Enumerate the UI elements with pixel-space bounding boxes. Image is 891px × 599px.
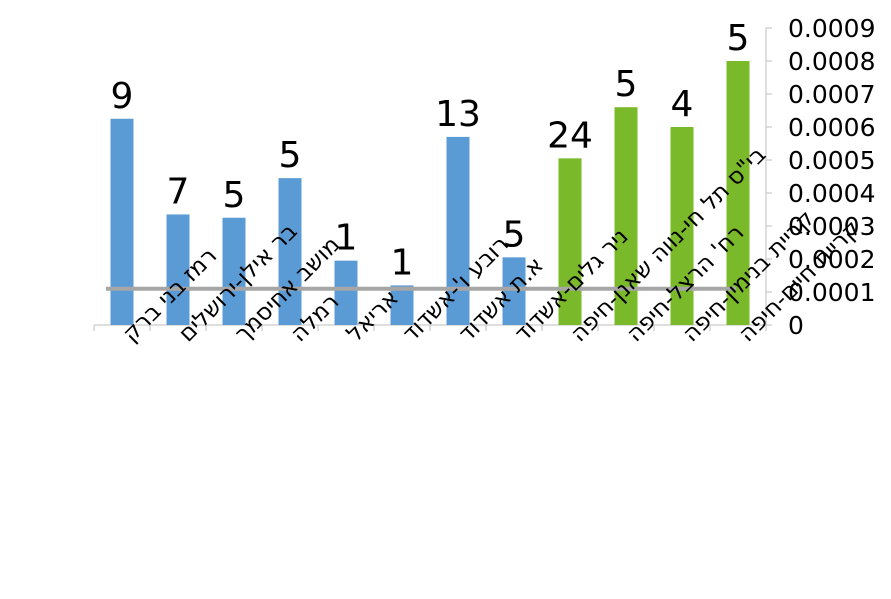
y-tick-label: 0.0002	[788, 245, 875, 274]
data-label: 1	[335, 218, 358, 259]
data-label: 5	[279, 135, 302, 176]
y-tick-label: 0.0006	[788, 113, 875, 142]
data-label: 7	[167, 171, 190, 212]
plot-area: 0 0.0001 0.0002 0.0003 0.0004 0.0005 0.0006 0.0…	[93, 14, 875, 347]
bar	[726, 61, 750, 325]
y-tick-label: 0.0005	[788, 146, 875, 175]
data-label: 5	[503, 214, 526, 255]
data-label: 24	[547, 115, 593, 156]
bar	[446, 136, 470, 325]
bar	[502, 257, 526, 325]
data-label: 13	[435, 94, 481, 135]
y-tick-label: 0.0008	[788, 47, 875, 76]
data-label: 4	[671, 84, 694, 125]
bar	[110, 118, 134, 325]
data-label: 5	[615, 64, 638, 105]
bar	[614, 107, 638, 325]
bar	[334, 260, 358, 325]
y-tick-label: 0.0009	[788, 14, 875, 43]
bar	[390, 285, 414, 325]
bar	[558, 158, 582, 325]
data-label: 5	[727, 18, 750, 59]
y-tick-label: 0	[788, 311, 804, 340]
y-tick-label: 0.0003	[788, 212, 875, 241]
data-label: 9	[111, 76, 134, 117]
y-tick-label: 0.0007	[788, 80, 875, 109]
bar	[166, 214, 190, 325]
bar	[670, 127, 694, 325]
y-tick-label: 0.0004	[788, 179, 875, 208]
y-tick-label: 0.0001	[788, 278, 875, 307]
data-label: 1	[391, 242, 414, 283]
data-label: 5	[223, 175, 246, 216]
bar	[222, 217, 246, 325]
